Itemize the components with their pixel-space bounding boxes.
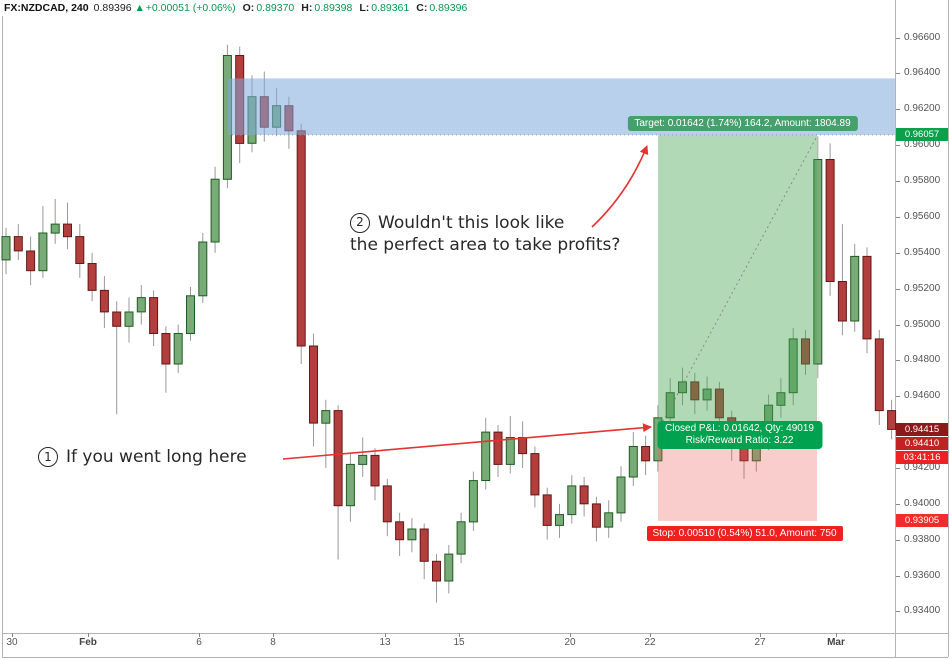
frame-axis-separator <box>895 0 896 657</box>
price-tick-label: 0.96000 <box>904 139 941 150</box>
price-tick-dash <box>896 325 900 326</box>
price-tick-dash <box>896 468 900 469</box>
price-tick-dash <box>896 504 900 505</box>
note-long-entry-text: If you went long here <box>66 447 247 467</box>
price-tick-dash <box>896 253 900 254</box>
price-tick-label: 0.94600 <box>904 390 941 401</box>
price-tick-label: 0.95200 <box>904 283 941 294</box>
price-tick-label: 0.93600 <box>904 570 941 581</box>
target-label-text: Target: 0.01642 (1.74%) 164.2, Amount: 1… <box>634 117 851 129</box>
target-label[interactable]: Target: 0.01642 (1.74%) 164.2, Amount: 1… <box>627 115 858 131</box>
price-tick-label: 0.96600 <box>904 32 941 43</box>
circled-one-icon: 1 <box>38 447 58 467</box>
price-tick-dash <box>896 145 900 146</box>
close-label: C: <box>416 1 428 14</box>
time-tick-label: Feb <box>79 637 97 648</box>
stop-price-axis-label: 0.93905 <box>896 514 948 527</box>
symbol-name: FX:NZDCAD, 240 <box>4 1 89 14</box>
price-tick-label: 0.95000 <box>904 319 941 330</box>
closed-pnl-label[interactable]: Closed P&L: 0.01642, Qty: 49019 Risk/Rew… <box>657 421 822 450</box>
note-take-profits-line2: the perfect area to take profits? <box>350 235 621 256</box>
last-price: 0.89396 <box>93 1 132 14</box>
current-price-axis-label: 0.94415 <box>896 423 948 436</box>
low-value: 0.89361 <box>371 1 410 14</box>
time-tick-dash <box>12 633 13 637</box>
up-arrow-icon: ▲ <box>136 3 143 12</box>
time-tick-dash <box>273 633 274 637</box>
time-tick-label: 6 <box>196 637 202 648</box>
price-tick-label: 0.96400 <box>904 67 941 78</box>
time-tick-dash <box>836 633 837 637</box>
price-tick-label: 0.95600 <box>904 211 941 222</box>
price-tick-label: 0.94200 <box>904 462 941 473</box>
price-tick-dash <box>896 289 900 290</box>
time-tick-label: 13 <box>379 637 391 648</box>
arrows-layer[interactable] <box>282 145 652 460</box>
price-tick-dash <box>896 217 900 218</box>
time-tick-label: 27 <box>754 637 766 648</box>
price-tick-dash <box>896 109 900 110</box>
closed-pnl-line2: Risk/Reward Ratio: 3.22 <box>685 435 794 447</box>
price-tick-label: 0.93800 <box>904 534 941 545</box>
entry-price-axis-label: 0.94410 <box>896 437 948 450</box>
circled-two-icon: 2 <box>350 213 370 234</box>
time-tick-label: 30 <box>6 637 18 648</box>
time-tick-label: 15 <box>453 637 465 648</box>
time-tick-dash <box>650 633 651 637</box>
price-tick-label: 0.94000 <box>904 498 941 509</box>
time-axis[interactable]: 30 Feb 6 8 13 15 20 22 27 Mar <box>0 633 896 657</box>
price-tick-label: 0.95800 <box>904 175 941 186</box>
close-value: 0.89396 <box>429 1 468 14</box>
target-price-axis-label: 0.96057 <box>896 128 948 141</box>
frame-left <box>2 16 3 657</box>
time-tick-label: 8 <box>270 637 276 648</box>
price-change: +0.00051 (+0.06%) <box>145 1 236 14</box>
time-tick-dash <box>385 633 386 637</box>
note-take-profits[interactable]: 2 Wouldn't this look like the perfect ar… <box>350 212 620 257</box>
bar-countdown-label: 03:41:16 <box>896 451 948 464</box>
closed-pnl-line1: Closed P&L: 0.01642, Qty: 49019 <box>665 423 814 435</box>
symbol-legend[interactable]: FX:NZDCAD, 240 0.89396 ▲ +0.00051 (+0.06… <box>4 1 467 14</box>
time-tick-dash <box>88 633 89 637</box>
high-value: 0.89398 <box>314 1 353 14</box>
time-tick-label: 22 <box>644 637 656 648</box>
price-tick-dash <box>896 73 900 74</box>
frame-bottom <box>2 657 948 658</box>
price-tick-label: 0.96200 <box>904 103 941 114</box>
price-tick-dash <box>896 540 900 541</box>
open-label: O: <box>242 1 255 14</box>
price-tick-dash <box>896 396 900 397</box>
take-profit-arrow <box>591 145 649 228</box>
time-tick-label: 20 <box>564 637 576 648</box>
stop-label-text: Stop: 0.00510 (0.54%) 51.0, Amount: 750 <box>652 527 837 539</box>
note-long-entry[interactable]: 1 If you went long here <box>38 447 247 467</box>
price-tick-label: 0.95400 <box>904 247 941 258</box>
stop-label[interactable]: Stop: 0.00510 (0.54%) 51.0, Amount: 750 <box>646 525 843 541</box>
price-tick-dash <box>896 181 900 182</box>
price-tick-dash <box>896 576 900 577</box>
price-tick-dash <box>896 360 900 361</box>
note-take-profits-line1: Wouldn't this look like <box>378 213 565 233</box>
price-tick-label: 0.94800 <box>904 354 941 365</box>
price-tick-dash <box>896 38 900 39</box>
time-tick-dash <box>760 633 761 637</box>
entry-trend-arrow <box>282 423 652 460</box>
price-tick-label: 0.93400 <box>904 605 941 616</box>
time-tick-dash <box>459 633 460 637</box>
price-axis[interactable]: 0.96057 0.94415 0.94410 03:41:16 0.93905… <box>896 0 949 633</box>
low-label: L: <box>359 1 370 14</box>
position-diagonal-line <box>657 137 817 431</box>
price-tick-dash <box>896 611 900 612</box>
time-tick-dash <box>199 633 200 637</box>
frame-time-separator <box>2 633 948 634</box>
frame-right <box>948 0 949 657</box>
open-value: 0.89370 <box>256 1 295 14</box>
high-label: H: <box>301 1 313 14</box>
time-tick-dash <box>570 633 571 637</box>
time-tick-label: Mar <box>827 637 845 648</box>
